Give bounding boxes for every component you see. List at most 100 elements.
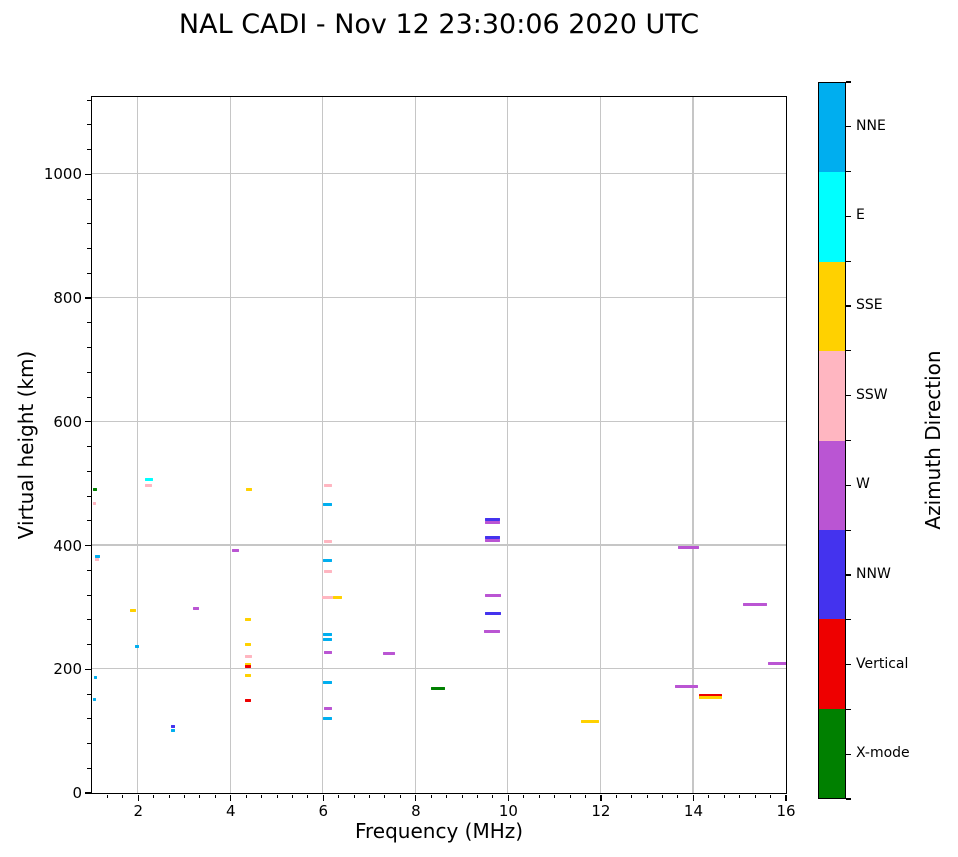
data-point xyxy=(323,717,332,721)
y-minor-tick xyxy=(87,371,91,373)
gridline-y xyxy=(91,420,786,422)
x-minor-tick xyxy=(276,794,278,798)
y-minor-tick xyxy=(87,223,91,225)
x-minor-tick xyxy=(461,794,463,798)
x-tick xyxy=(137,794,139,801)
data-point xyxy=(323,559,332,562)
data-point xyxy=(768,662,786,666)
data-point xyxy=(245,699,252,703)
y-tick xyxy=(84,668,91,670)
colorbar-label-nnw: NNW xyxy=(856,565,891,582)
y-tick-label: 600 xyxy=(53,412,82,431)
y-minor-tick xyxy=(87,743,91,744)
colorbar-label-w: W xyxy=(856,476,870,493)
x-tick-label: 2 xyxy=(133,802,144,820)
data-point xyxy=(484,611,501,615)
x-minor-tick xyxy=(615,794,617,798)
y-axis-label: Virtual height (km) xyxy=(14,350,38,540)
data-point xyxy=(382,652,395,656)
y-tick xyxy=(84,297,91,299)
colorbar-segment-w xyxy=(819,440,845,530)
y-minor-tick xyxy=(87,495,91,497)
colorbar-boundary-tick xyxy=(846,529,851,531)
x-minor-tick xyxy=(122,794,124,798)
y-minor-tick xyxy=(87,99,91,101)
colorbar-label-vertical: Vertical xyxy=(856,655,909,672)
x-minor-tick xyxy=(291,794,293,798)
gridline-y xyxy=(91,173,786,175)
colorbar-boundary-tick xyxy=(846,619,851,621)
x-minor-tick xyxy=(646,794,648,798)
colorbar-boundary-tick xyxy=(846,798,851,800)
data-point xyxy=(144,483,152,487)
data-point xyxy=(485,536,501,540)
x-minor-tick xyxy=(523,794,525,798)
data-point xyxy=(92,697,96,701)
x-minor-tick xyxy=(184,794,186,798)
data-point xyxy=(245,673,252,677)
x-tick-label: 6 xyxy=(318,802,329,820)
y-tick xyxy=(84,421,91,423)
gridline-x xyxy=(414,96,416,793)
data-point xyxy=(485,518,501,522)
x-minor-tick xyxy=(430,794,432,798)
x-tick-label: 14 xyxy=(683,802,703,820)
x-tick xyxy=(600,794,602,801)
chart-title: NAL CADI - Nov 12 23:30:06 2020 UTC xyxy=(178,9,700,40)
x-tick xyxy=(507,794,509,801)
y-minor-tick xyxy=(87,446,91,448)
gridline-x xyxy=(322,96,324,793)
y-tick xyxy=(84,544,91,547)
x-minor-tick xyxy=(708,794,710,798)
x-tick xyxy=(322,794,324,801)
colorbar-label-ssw: SSW xyxy=(856,386,888,403)
y-tick-label: 200 xyxy=(53,660,82,679)
y-minor-tick xyxy=(87,520,91,522)
x-tick-label: 4 xyxy=(226,802,236,820)
data-point xyxy=(324,706,333,710)
data-point xyxy=(130,609,137,613)
gridline-y xyxy=(91,668,786,670)
data-point xyxy=(698,696,722,700)
data-point xyxy=(245,487,253,491)
data-point xyxy=(244,665,252,669)
y-tick-label: 400 xyxy=(53,536,82,555)
colorbar-center-tick xyxy=(846,574,851,576)
y-minor-tick xyxy=(87,644,91,646)
data-point xyxy=(170,725,176,729)
x-minor-tick xyxy=(153,794,155,798)
colorbar-center-tick xyxy=(846,126,851,128)
y-minor-tick xyxy=(87,693,91,695)
gridline-x xyxy=(692,96,694,793)
colorbar-boundary-tick xyxy=(846,81,851,83)
data-point xyxy=(192,607,200,611)
data-point xyxy=(95,557,99,561)
colorbar-center-tick xyxy=(846,663,851,666)
x-minor-tick xyxy=(446,794,448,798)
plot-area xyxy=(90,95,787,794)
x-tick xyxy=(230,794,232,801)
colorbar-segment-ssw xyxy=(819,351,845,441)
colorbar-boundary-tick xyxy=(846,708,851,710)
y-tick xyxy=(84,173,91,175)
colorbar-label-sse: SSE xyxy=(856,297,883,314)
x-tick-label: 12 xyxy=(591,802,611,820)
data-point xyxy=(484,630,501,634)
x-minor-tick xyxy=(199,794,201,798)
gridline-y xyxy=(91,296,786,299)
data-point xyxy=(581,719,600,723)
x-minor-tick xyxy=(584,794,586,798)
y-minor-tick xyxy=(87,149,91,151)
x-minor-tick xyxy=(307,794,309,798)
y-minor-tick xyxy=(87,198,91,200)
x-minor-tick xyxy=(723,794,725,798)
colorbar-segment-vertical xyxy=(819,619,845,709)
data-point xyxy=(332,595,342,599)
data-point xyxy=(231,548,239,552)
colorbar-boundary-tick xyxy=(846,350,851,352)
y-tick xyxy=(84,792,91,794)
data-point xyxy=(92,487,97,491)
colorbar xyxy=(818,82,846,799)
data-point xyxy=(244,662,252,666)
data-point xyxy=(485,538,501,542)
